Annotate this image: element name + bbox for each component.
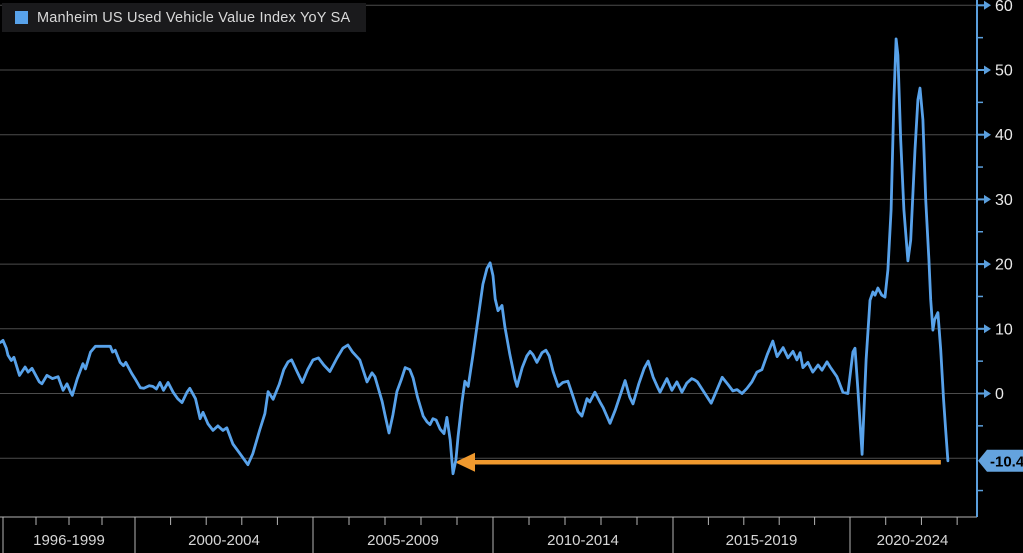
y-tick-label: 30 [995, 192, 1013, 209]
y-tick-label: 60 [995, 0, 1013, 15]
x-tick-label: 1996-1999 [33, 532, 105, 549]
legend-label: Manheim US Used Vehicle Value Index YoY … [37, 9, 351, 26]
series-line [0, 37, 950, 476]
x-tick-label: 2010-2014 [547, 532, 619, 549]
y-tick-label: 20 [995, 257, 1013, 274]
current-value-badge [978, 449, 1023, 472]
y-tick-label: 50 [995, 63, 1013, 80]
y-tick-arrow-icon [984, 65, 991, 75]
y-tick-arrow-icon [984, 194, 991, 204]
legend-item[interactable]: Manheim US Used Vehicle Value Index YoY … [2, 3, 367, 32]
x-tick-label: 2015-2019 [726, 532, 798, 549]
y-tick-arrow-icon [984, 324, 991, 334]
y-tick-arrow-icon [984, 0, 991, 10]
y-tick-arrow-icon [984, 130, 991, 140]
y-tick-label: 10 [995, 321, 1013, 338]
y-tick-arrow-icon [984, 389, 991, 398]
current-value-label: -10.4 [990, 453, 1023, 470]
y-tick-label: 0 [995, 386, 1004, 403]
x-tick-label: 2020-2024 [877, 532, 949, 549]
series-swatch-icon [15, 11, 28, 24]
trend-arrow-head-icon [455, 452, 475, 472]
x-tick-label: 2000-2004 [188, 532, 260, 549]
x-tick-label: 2005-2009 [367, 532, 439, 549]
y-tick-arrow-icon [984, 259, 991, 269]
y-tick-label: 40 [995, 127, 1013, 144]
